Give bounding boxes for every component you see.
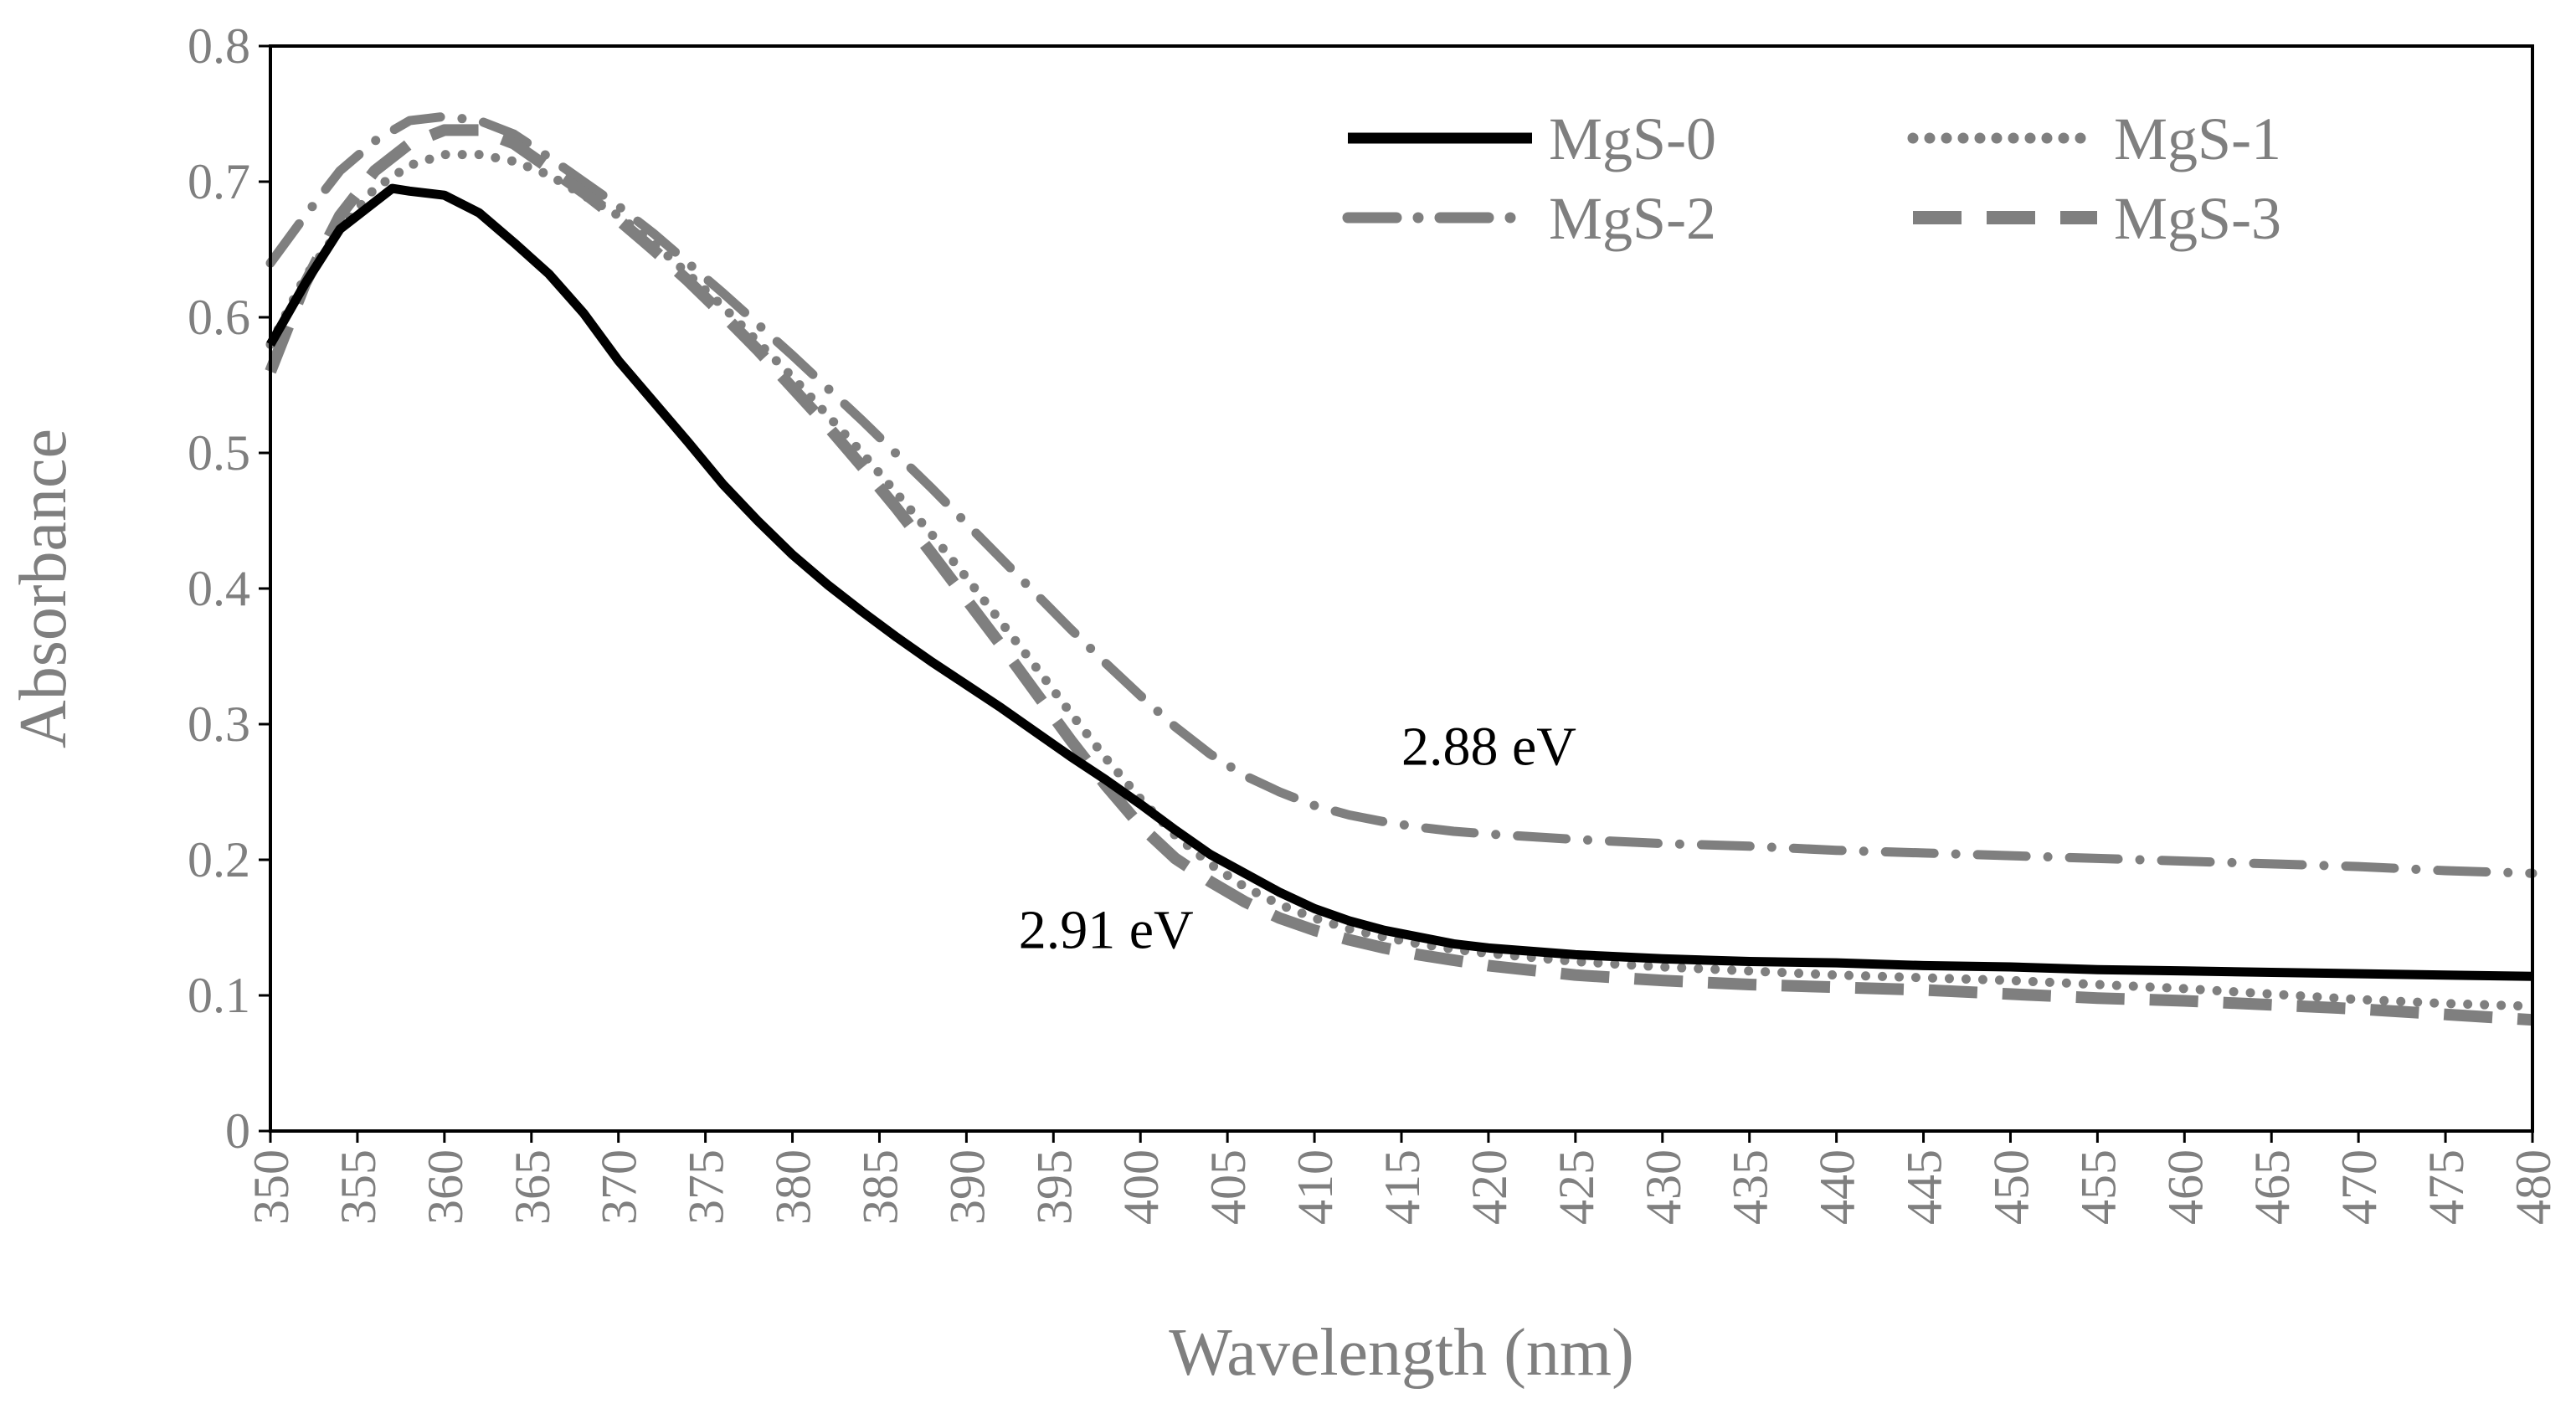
- series-line-mgs-1: [265, 150, 2537, 1011]
- x-tick-label: 440: [1810, 1149, 1865, 1225]
- x-tick-label: 365: [505, 1149, 560, 1225]
- y-tick-label: 0.2: [188, 832, 250, 887]
- y-axis-title: Absorbance: [7, 429, 80, 748]
- x-tick-label: 410: [1288, 1149, 1343, 1225]
- series-line-mgs-0: [266, 183, 2533, 981]
- x-tick-label: 435: [1723, 1149, 1778, 1225]
- x-tick-label: 405: [1201, 1149, 1256, 1225]
- legend-label-mgs-2: MgS-2: [1549, 185, 1716, 252]
- y-tick-label: 0.5: [188, 425, 250, 481]
- y-tick-label: 0.1: [188, 968, 250, 1023]
- y-tick-label: 0.7: [188, 154, 250, 209]
- x-tick-label: 480: [2506, 1149, 2561, 1225]
- x-tick-label: 465: [2244, 1149, 2300, 1225]
- x-tick-label: 390: [939, 1149, 995, 1225]
- annotation-label: 2.88 eV: [1401, 717, 1576, 778]
- x-tick-label: 350: [244, 1149, 299, 1225]
- x-tick-label: 360: [418, 1149, 473, 1225]
- y-tick-label: 0.8: [188, 18, 250, 74]
- legend-label-mgs-3: MgS-3: [2114, 185, 2281, 252]
- y-tick-label: 0.6: [188, 290, 250, 345]
- legend-label-mgs-1: MgS-1: [2114, 105, 2281, 172]
- x-tick-label: 385: [852, 1149, 908, 1225]
- x-tick-label: 375: [679, 1149, 734, 1225]
- x-tick-label: 470: [2332, 1149, 2387, 1225]
- x-tick-label: 355: [331, 1149, 386, 1225]
- x-tick-label: 370: [592, 1149, 647, 1225]
- annotation-layer: 2.88 eV 2.91 eV: [1019, 717, 1576, 961]
- x-tick-label: 400: [1113, 1149, 1169, 1225]
- y-axis: 0 0.1 0.2 0.3 0.4 0.5 0.6 0.7 0.8: [188, 18, 270, 1159]
- x-tick-label: 380: [766, 1149, 821, 1225]
- x-tick-label: 460: [2157, 1149, 2213, 1225]
- y-tick-label: 0.3: [188, 697, 250, 752]
- annotation-label: 2.91 eV: [1019, 899, 1194, 960]
- legend-label-mgs-0: MgS-0: [1549, 105, 1716, 172]
- y-tick-label: 0.4: [188, 561, 250, 616]
- x-tick-label: 445: [1897, 1149, 1952, 1225]
- x-tick-label: 415: [1375, 1149, 1430, 1225]
- x-tick-label: 475: [2419, 1149, 2474, 1225]
- x-tick-label: 420: [1462, 1149, 1517, 1225]
- series-layer: [265, 111, 2537, 1026]
- x-tick-label: 395: [1026, 1149, 1082, 1225]
- y-tick-label: 0: [225, 1103, 250, 1159]
- x-tick-label: 455: [2070, 1149, 2126, 1225]
- x-tick-label: 430: [1636, 1149, 1691, 1225]
- x-tick-label: 450: [1983, 1149, 2039, 1225]
- x-axis: 350 355 360 365 370 375 380 385 390 395 400 405 410 4…: [244, 1131, 2561, 1225]
- x-tick-label: 425: [1549, 1149, 1604, 1225]
- series-line-mgs-2: [265, 111, 2537, 878]
- legend: MgS-0 MgS-1 MgS-2 MgS-3: [1342, 105, 2281, 252]
- x-axis-title: Wavelength (nm): [1169, 1316, 1634, 1390]
- series-line-mgs-3: [265, 124, 2533, 1026]
